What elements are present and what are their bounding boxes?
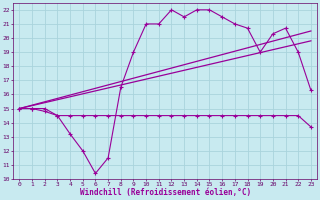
X-axis label: Windchill (Refroidissement éolien,°C): Windchill (Refroidissement éolien,°C) bbox=[80, 188, 251, 197]
